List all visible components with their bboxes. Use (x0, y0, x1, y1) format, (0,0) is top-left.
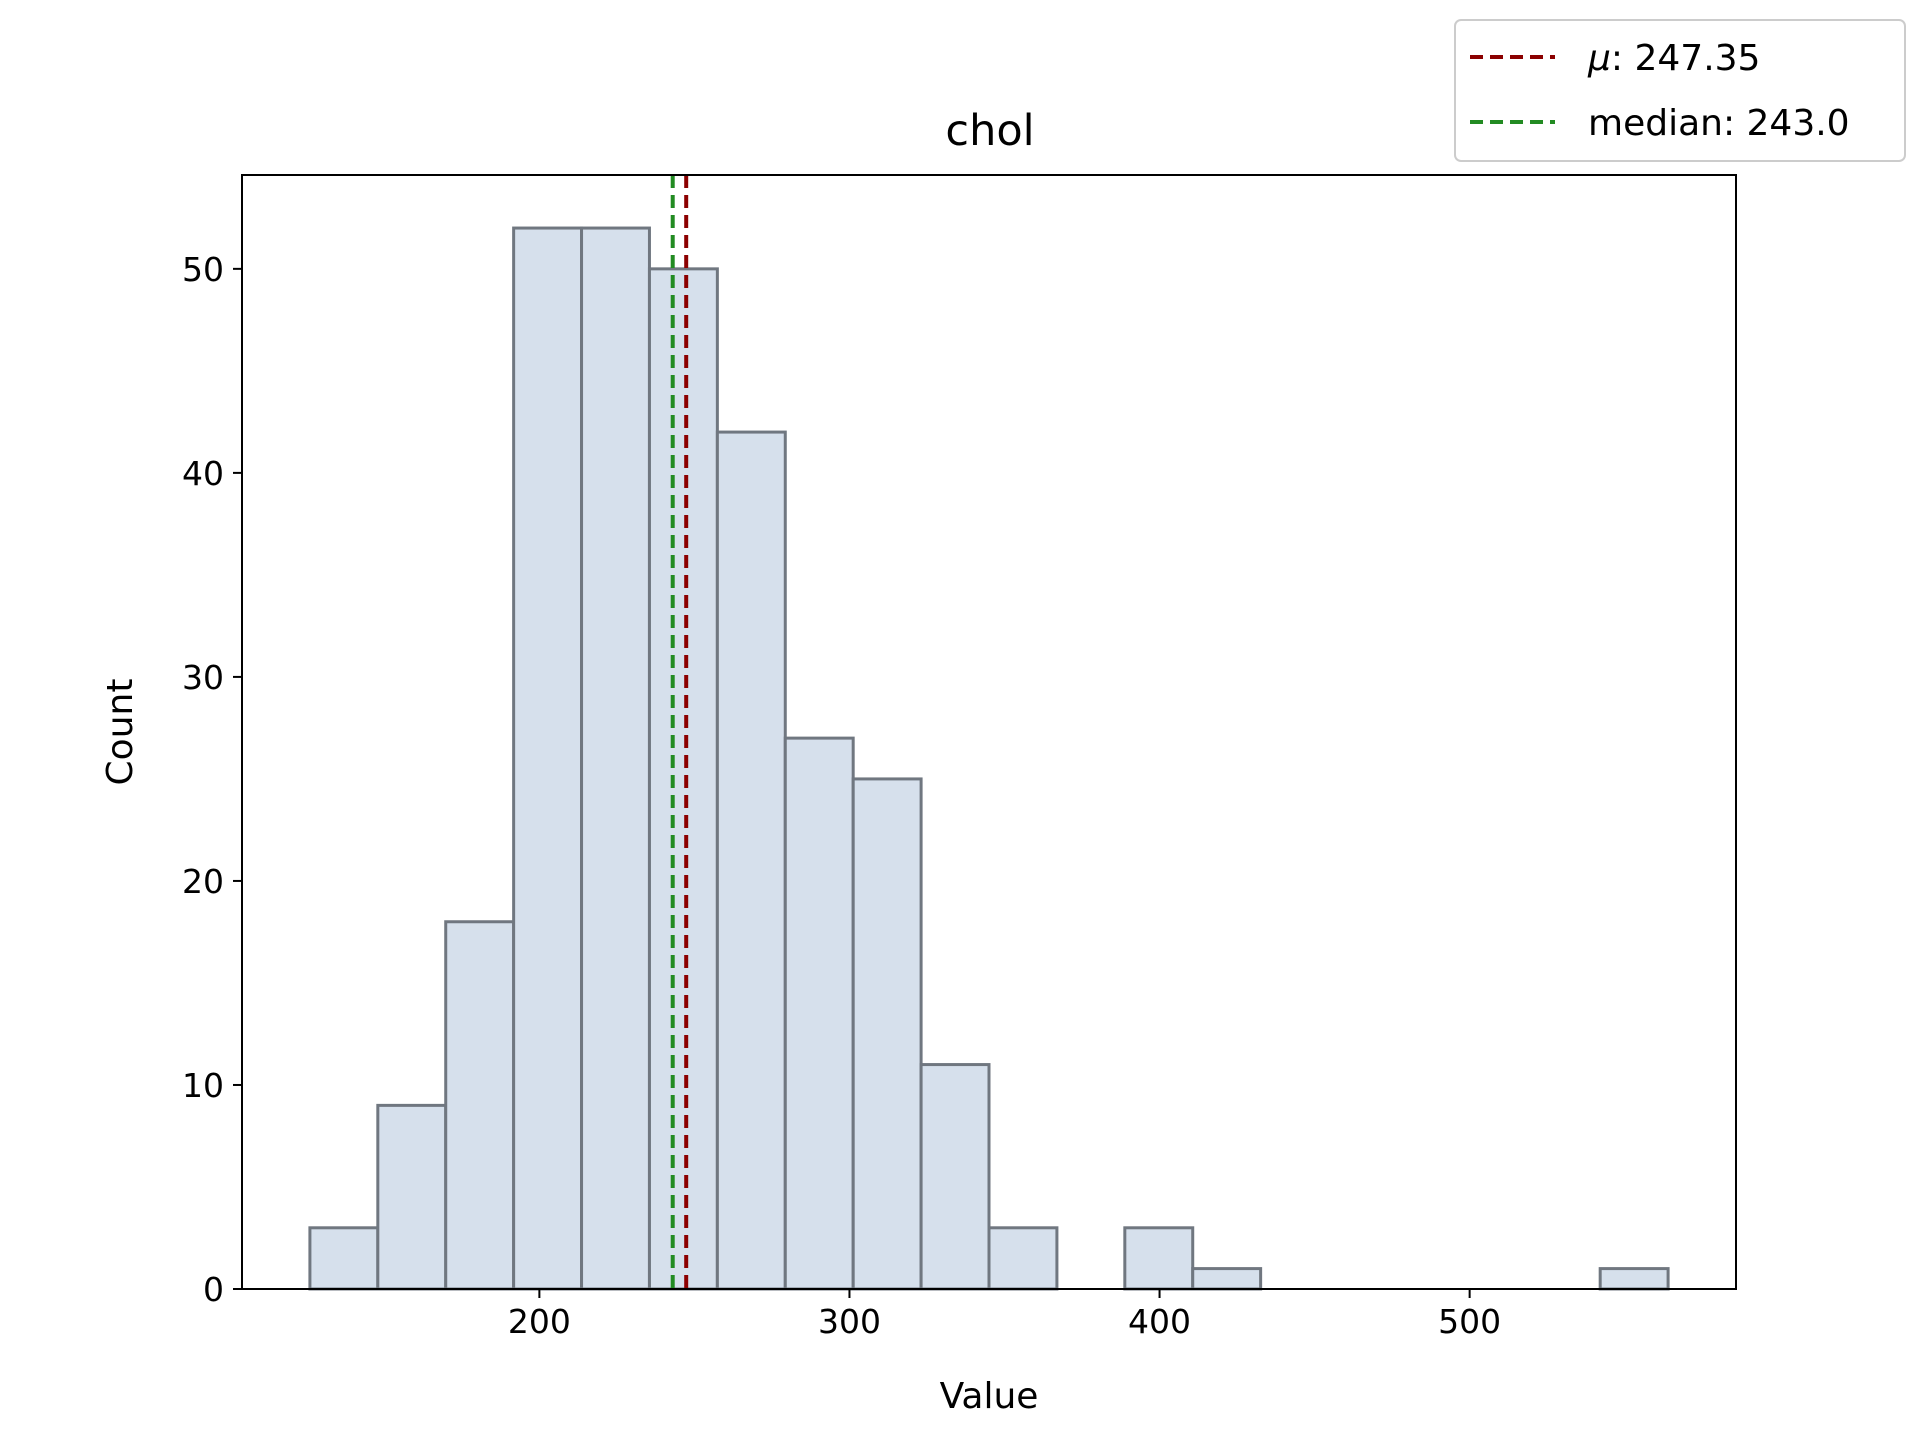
x-tick-label: 200 (508, 1302, 571, 1341)
histogram-bar (987, 1226, 1059, 1291)
histogram-bar (783, 736, 855, 1291)
histogram-bar (376, 1103, 448, 1291)
x-axis-label: Value (940, 1376, 1039, 1417)
reference-lines (670, 175, 689, 1289)
y-tick-label: 20 (182, 862, 224, 901)
histogram-bar (580, 226, 651, 1291)
histogram-bar (647, 267, 719, 1291)
y-tick-label: 0 (203, 1270, 224, 1309)
x-axis-ticks: 200 300 400 500 (508, 1289, 1501, 1341)
histogram-bar (715, 430, 787, 1291)
legend-median-label: median: 243.0 (1588, 103, 1850, 144)
x-tick-label: 400 (1128, 1302, 1191, 1341)
legend-mean-label: μ: 247.35 (1587, 38, 1760, 79)
plot-area-frame (241, 174, 1737, 1290)
y-tick-label: 30 (182, 658, 224, 697)
chart-title: chol (945, 106, 1034, 156)
histogram-bar (919, 1063, 991, 1291)
y-tick-label: 40 (182, 454, 224, 493)
histogram-bar (851, 777, 923, 1291)
y-axis-label: Count (100, 679, 141, 786)
y-tick-label: 50 (182, 250, 224, 289)
histogram-bars (308, 226, 1670, 1291)
legend-box (1454, 19, 1906, 162)
histogram-bar (1123, 1226, 1195, 1291)
histogram-bar (1191, 1267, 1263, 1291)
histogram-bar (308, 1226, 380, 1291)
histogram-bar (444, 920, 516, 1291)
x-tick-label: 500 (1438, 1302, 1501, 1341)
y-tick-label: 10 (182, 1066, 224, 1105)
legend-mean-value: : 247.35 (1611, 38, 1761, 79)
y-axis-ticks: 0 10 20 30 40 50 (182, 250, 242, 1309)
histogram-bar (1598, 1267, 1670, 1291)
legend-mean-symbol: μ (1587, 38, 1611, 79)
legend: μ: 247.35 median: 243.0 (1454, 19, 1906, 162)
histogram-bar (512, 226, 584, 1291)
x-tick-label: 300 (818, 1302, 881, 1341)
